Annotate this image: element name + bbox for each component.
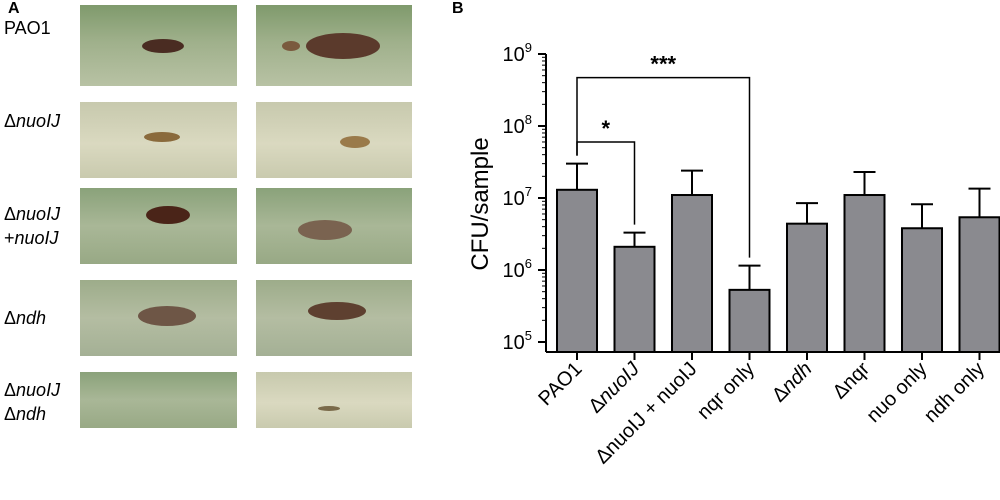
leaf-photo-nuoij-ndh-1 bbox=[80, 372, 237, 428]
row-label-nuoij-ndh: ΔnuoIJ Δndh bbox=[4, 380, 61, 424]
y-tick-label: 107 bbox=[503, 184, 532, 210]
y-tick-label: 105 bbox=[503, 328, 532, 354]
lesion-spot bbox=[142, 39, 184, 53]
leaf-photo-ndh-2 bbox=[256, 280, 412, 356]
bar bbox=[786, 222, 828, 353]
y-axis-title: CFU/sample bbox=[467, 137, 494, 270]
lesion-spot bbox=[138, 306, 196, 326]
x-category-label: ndh only bbox=[920, 358, 989, 427]
x-category-label: Δnqr bbox=[829, 358, 875, 404]
y-tick-label: 109 bbox=[503, 40, 532, 66]
significance-bracket bbox=[576, 76, 751, 258]
y-tick-label: 108 bbox=[503, 112, 532, 138]
bar bbox=[671, 194, 713, 353]
leaf-photo-nuoij-2 bbox=[256, 102, 412, 178]
panel-b-letter: B bbox=[452, 0, 464, 17]
leaf-photo-nuoij-comp-1 bbox=[80, 188, 237, 264]
leaf-photo-pao1-1 bbox=[80, 5, 237, 86]
lesion-spot bbox=[318, 406, 340, 411]
bar bbox=[728, 288, 771, 354]
lesion-spot bbox=[144, 132, 180, 142]
leaf-photo-nuoij-ndh-2 bbox=[256, 372, 412, 428]
bar bbox=[613, 245, 656, 354]
bar bbox=[556, 188, 598, 353]
lesion-spot bbox=[308, 302, 366, 320]
lesion-spot bbox=[282, 41, 300, 51]
leaf-photo-ndh-1 bbox=[80, 280, 237, 356]
leaf-photo-nuoij-1 bbox=[80, 102, 237, 178]
bar bbox=[843, 194, 886, 353]
lesion-spot bbox=[340, 136, 370, 148]
leaf-photo-pao1-2 bbox=[256, 5, 412, 86]
significance-label: *** bbox=[650, 52, 676, 77]
panel-a-letter: A bbox=[8, 0, 20, 17]
leaf-photo-nuoij-comp-2 bbox=[256, 188, 412, 264]
x-category-label: ΔnuoIJ + nuoIJ bbox=[591, 358, 701, 468]
lesion-spot bbox=[146, 206, 190, 224]
x-category-label: nqr only bbox=[693, 358, 759, 424]
row-label-ndh: Δndh bbox=[4, 308, 47, 328]
row-label-pao1: PAO1 bbox=[4, 18, 51, 38]
bar bbox=[901, 227, 943, 353]
cfu-bar-chart: 105106107108109CFU/samplePAO1ΔnuoIJΔnuoI… bbox=[467, 40, 1000, 468]
x-category-label: Δndh bbox=[768, 358, 817, 407]
x-category-label: PAO1 bbox=[534, 358, 586, 410]
row-label-nuoij: ΔnuoIJ bbox=[4, 111, 61, 131]
lesion-spot bbox=[306, 33, 380, 59]
lesion-spot bbox=[298, 220, 352, 240]
x-category-label: nuo only bbox=[863, 358, 932, 427]
bar bbox=[958, 216, 1000, 353]
significance-label: * bbox=[601, 116, 610, 141]
y-tick-label: 106 bbox=[503, 256, 532, 282]
row-label-nuoij-complemented: ΔnuoIJ +nuoIJ bbox=[4, 204, 61, 248]
